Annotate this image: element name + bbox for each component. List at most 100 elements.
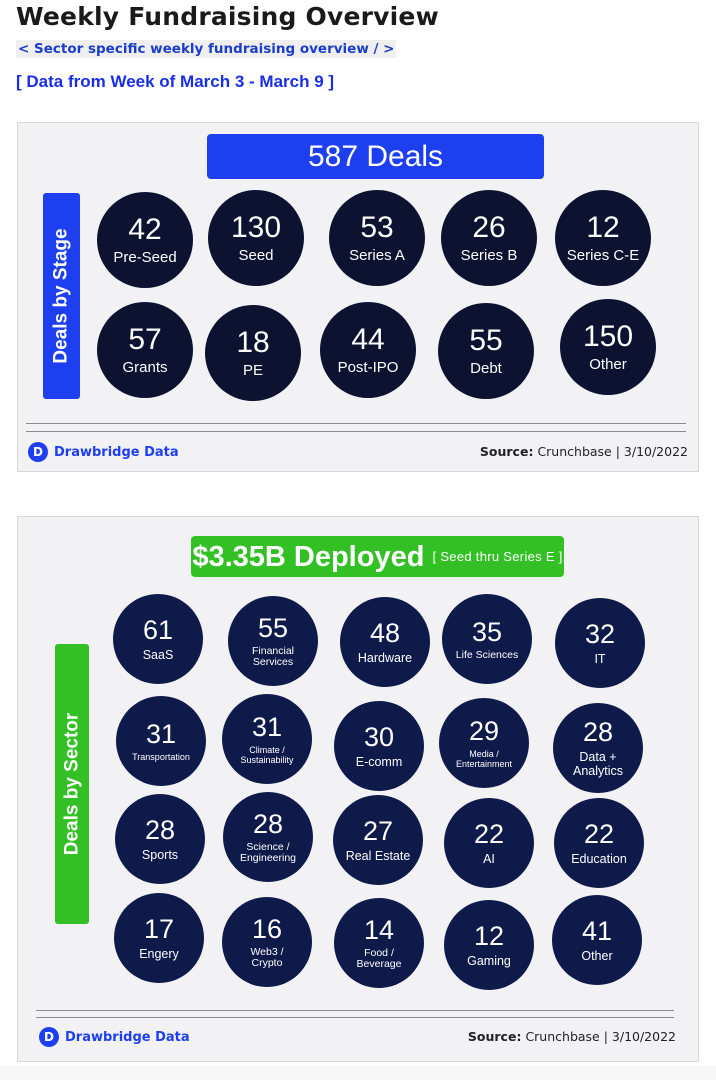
sector-count: 61: [142, 615, 174, 645]
brand-name: Drawbridge Data: [65, 1029, 190, 1045]
stage-circle: 42 Pre-Seed: [97, 192, 193, 288]
source-label: Source:: [479, 444, 534, 459]
date-range: [ Data from Week of March 3 - March 9 ]: [16, 72, 335, 91]
stage-count: 55: [469, 324, 503, 357]
stage-circle: 44 Post-IPO: [320, 302, 416, 398]
deals-by-stage-text: Deals by Stage: [50, 228, 72, 364]
sector-label: Financial Services: [251, 645, 295, 668]
brand-logo: D Drawbridge Data: [28, 442, 179, 462]
sector-count: 48: [369, 618, 401, 648]
stage-label: Grants: [122, 359, 168, 376]
stage-label: Debt: [470, 360, 502, 377]
stage-label: Series C-E: [566, 247, 640, 264]
source-note: Source: Crunchbase | 3/10/2022: [480, 444, 688, 459]
stage-count: 57: [128, 323, 162, 356]
deployed-range: [ Seed thru Series E ]: [432, 549, 563, 564]
sector-count: 12: [473, 921, 505, 951]
stage-count: 18: [236, 326, 270, 359]
stage-count: 44: [351, 323, 385, 356]
divider: [26, 431, 686, 432]
sector-label: Food / Beverage: [356, 947, 402, 970]
total-deals-banner: 587 Deals: [207, 134, 544, 179]
stage-count: 150: [582, 320, 634, 353]
sector-count: 16: [251, 914, 283, 944]
divider: [26, 423, 686, 424]
sector-circle: 30 E-comm: [334, 701, 424, 791]
sector-circle: 35 Life Sciences: [442, 594, 532, 684]
sector-circle: 31 Transportation: [116, 696, 206, 786]
sector-label: Sports: [141, 848, 179, 862]
deals-by-sector-card: $3.35B Deployed [ Seed thru Series E ] D…: [17, 516, 699, 1062]
sector-label: IT: [594, 652, 606, 666]
sector-label: Engery: [139, 947, 179, 961]
sector-count: 30: [363, 722, 395, 752]
stage-label: PE: [242, 362, 263, 379]
deals-by-sector-text: Deals by Sector: [61, 712, 83, 856]
stage-circle: 150 Other: [560, 299, 656, 395]
sector-count: 32: [584, 619, 616, 649]
sector-count: 28: [144, 815, 176, 845]
stage-circle: 53 Series A: [329, 190, 425, 286]
sector-count: 31: [251, 712, 283, 742]
sector-circle: 28 Science / Engineering: [223, 792, 313, 882]
deployed-banner: $3.35B Deployed [ Seed thru Series E ]: [191, 536, 564, 577]
sector-circle: 28 Data + Analytics: [553, 703, 643, 793]
source-label: Source:: [467, 1029, 522, 1044]
sector-label: E-comm: [355, 755, 403, 769]
sector-count: 28: [582, 717, 614, 747]
page-footer-strip: [0, 1066, 716, 1080]
sector-label: Life Sciences: [455, 648, 519, 661]
source-value: Crunchbase | 3/10/2022: [525, 1029, 676, 1044]
sector-count: 55: [257, 613, 289, 643]
sector-label: Data + Analytics: [572, 750, 624, 778]
brand-name: Drawbridge Data: [54, 444, 179, 460]
sector-label: AI: [483, 852, 495, 866]
deployed-amount: $3.35B Deployed: [192, 541, 425, 573]
sector-count: 14: [363, 915, 395, 945]
stage-label: Pre-Seed: [113, 249, 177, 266]
sector-circle: 61 SaaS: [113, 594, 203, 684]
stage-circle: 130 Seed: [208, 190, 304, 286]
sector-circle: 22 Education: [554, 798, 644, 888]
source-note: Source: Crunchbase | 3/10/2022: [468, 1029, 676, 1044]
stage-label: Seed: [238, 247, 274, 264]
divider: [36, 1010, 674, 1011]
stage-count: 53: [360, 211, 394, 244]
sector-count: 28: [252, 809, 284, 839]
sector-circle: 28 Sports: [115, 794, 205, 884]
sector-count: 22: [473, 819, 505, 849]
sector-count: 22: [583, 819, 615, 849]
stage-label: Post-IPO: [337, 359, 399, 376]
sector-count: 31: [145, 719, 177, 749]
stage-circle: 57 Grants: [97, 302, 193, 398]
sector-label: Gaming: [467, 954, 511, 968]
drawbridge-logo-icon: D: [39, 1027, 59, 1047]
sector-count: 17: [143, 914, 175, 944]
stage-count: 26: [472, 211, 506, 244]
sector-circle: 12 Gaming: [444, 900, 534, 990]
stage-label: Other: [589, 356, 627, 373]
stage-count: 12: [586, 211, 620, 244]
sector-label: Hardware: [357, 651, 413, 665]
sector-circle: 16 Web3 / Crypto: [222, 897, 312, 987]
deals-by-stage-label: Deals by Stage: [43, 193, 80, 399]
brand-logo: D Drawbridge Data: [39, 1027, 190, 1047]
sector-circle: 27 Real Estate: [333, 795, 423, 885]
sector-label: Web3 / Crypto: [250, 946, 284, 969]
sector-label: Climate / Sustainability: [240, 745, 294, 765]
stage-circle: 55 Debt: [438, 303, 534, 399]
page-title: Weekly Fundraising Overview: [16, 2, 439, 31]
sector-count: 35: [471, 616, 503, 647]
sector-label: Media / Entertainment: [455, 749, 513, 769]
sector-label: Other: [581, 949, 613, 963]
divider: [36, 1017, 674, 1018]
stage-count: 130: [230, 211, 282, 244]
stage-circle: 12 Series C-E: [555, 190, 651, 286]
sector-label: Transportation: [132, 752, 190, 762]
breadcrumb-link[interactable]: < Sector specific weekly fundraising ove…: [16, 40, 397, 58]
stage-label: Series B: [460, 247, 518, 264]
sector-label: Science / Engineering: [239, 841, 297, 864]
sector-circle: 55 Financial Services: [228, 596, 318, 686]
stage-count: 42: [128, 213, 162, 246]
sector-count: 29: [468, 716, 500, 746]
